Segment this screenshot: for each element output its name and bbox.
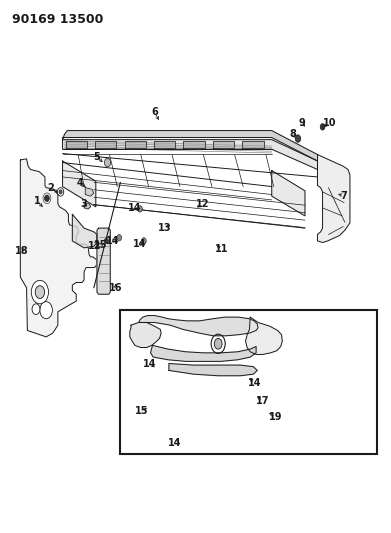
Text: 14: 14 — [128, 203, 142, 213]
Text: 5: 5 — [93, 152, 100, 161]
Polygon shape — [213, 141, 234, 148]
Text: 2: 2 — [47, 183, 54, 193]
Polygon shape — [183, 141, 204, 148]
Circle shape — [45, 195, 49, 201]
Text: 4: 4 — [77, 178, 84, 188]
Polygon shape — [63, 140, 317, 169]
Text: 9: 9 — [298, 118, 305, 127]
Polygon shape — [72, 214, 97, 248]
Polygon shape — [66, 141, 87, 148]
Circle shape — [59, 190, 62, 194]
Circle shape — [104, 158, 111, 167]
Text: 10: 10 — [323, 118, 336, 127]
Text: 16: 16 — [109, 283, 122, 293]
Polygon shape — [125, 141, 146, 148]
Text: 13: 13 — [158, 223, 172, 233]
Polygon shape — [63, 161, 96, 207]
Polygon shape — [97, 228, 110, 294]
Circle shape — [31, 280, 48, 304]
Polygon shape — [169, 364, 257, 376]
Circle shape — [138, 206, 142, 212]
Text: 7: 7 — [341, 191, 348, 201]
Text: 15: 15 — [94, 240, 108, 250]
Circle shape — [35, 286, 45, 298]
Text: 1: 1 — [34, 197, 41, 206]
Polygon shape — [139, 316, 258, 336]
Polygon shape — [95, 141, 116, 148]
Text: 12: 12 — [196, 199, 209, 209]
Polygon shape — [20, 159, 97, 337]
Polygon shape — [85, 188, 94, 196]
Circle shape — [104, 238, 108, 244]
Circle shape — [32, 304, 40, 314]
Polygon shape — [151, 345, 256, 361]
Polygon shape — [317, 155, 350, 243]
Polygon shape — [63, 131, 317, 161]
Polygon shape — [272, 171, 305, 216]
Text: 14: 14 — [169, 439, 182, 448]
Polygon shape — [242, 141, 264, 148]
Text: 3: 3 — [81, 199, 88, 209]
Text: 11: 11 — [215, 245, 229, 254]
Circle shape — [295, 135, 301, 142]
Text: 6: 6 — [151, 107, 158, 117]
Text: 18: 18 — [15, 246, 28, 255]
Text: 90169 13500: 90169 13500 — [12, 13, 103, 26]
Circle shape — [142, 238, 146, 244]
Bar — [120, 310, 377, 454]
Text: 8: 8 — [289, 130, 296, 139]
Text: 17: 17 — [256, 396, 269, 406]
Polygon shape — [130, 322, 161, 348]
Circle shape — [117, 235, 122, 241]
Circle shape — [40, 302, 52, 319]
Text: 14: 14 — [143, 359, 156, 368]
Circle shape — [214, 338, 222, 349]
Polygon shape — [246, 317, 282, 354]
Text: 14: 14 — [133, 239, 147, 249]
Polygon shape — [154, 141, 175, 148]
Text: 15: 15 — [135, 407, 148, 416]
Text: 14: 14 — [248, 378, 262, 387]
Text: 12: 12 — [88, 241, 101, 251]
Circle shape — [320, 124, 325, 130]
Text: 14: 14 — [106, 236, 119, 246]
Text: 19: 19 — [269, 412, 282, 422]
Polygon shape — [84, 203, 91, 209]
